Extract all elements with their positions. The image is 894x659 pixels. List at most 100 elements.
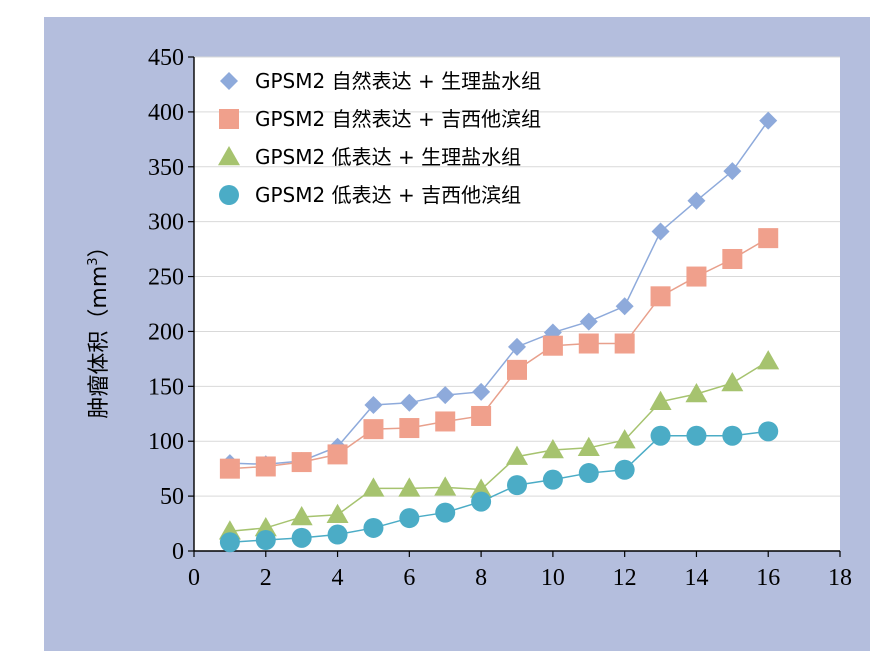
series-1-point-2 (291, 452, 312, 473)
tick-labels: 0 50 100 150 200 250 300 350 400 450 0 2 4 6 8 10 12 14 16… (148, 45, 852, 591)
series-1-point-6 (435, 411, 456, 432)
x-tick-label-8: 16 (756, 565, 780, 591)
series-3-point-6 (435, 502, 456, 523)
legend-label-3: GPSM2 低表达 + 吉西他滨组 (255, 183, 521, 207)
series-1-point-15 (758, 228, 779, 249)
x-tick-label-2: 4 (332, 565, 344, 591)
series-3-point-5 (399, 508, 420, 529)
series-1-point-4 (363, 419, 384, 440)
series-2-point-9 (541, 439, 564, 459)
series-3-point-0 (219, 532, 240, 553)
x-tick-label-4: 8 (475, 565, 487, 591)
y-tick-label-4: 200 (148, 319, 184, 345)
axes (188, 56, 841, 557)
y-tick-label-6: 300 (148, 210, 184, 236)
x-tick-label-1: 2 (260, 565, 272, 591)
legend-marker-0 (220, 72, 238, 90)
legend-label-2: GPSM2 低表达 + 生理盐水组 (255, 145, 521, 169)
series-2-point-6 (434, 476, 457, 496)
x-tick-label-3: 6 (403, 565, 415, 591)
y-tick-label-7: 350 (148, 155, 184, 181)
y-axis-unit: mm (87, 266, 112, 309)
series-1-point-3 (327, 444, 348, 465)
series-1-point-5 (399, 418, 420, 439)
x-tick-label-6: 12 (613, 565, 637, 591)
series-2-point-2 (290, 505, 313, 526)
y-tick-label-8: 400 (148, 100, 184, 126)
series-2-point-12 (649, 390, 672, 410)
chart-frame: 0 50 100 150 200 250 300 350 400 450 0 2 4 6 8 10 12 14 16… (44, 17, 870, 651)
legend-entry-3: GPSM2 低表达 + 吉西他滨组 (219, 183, 521, 207)
series-3-point-8 (507, 475, 527, 496)
series-2-point-7 (470, 478, 493, 498)
y-tick-label-2: 100 (148, 429, 184, 455)
series-0-point-13 (687, 191, 706, 210)
series-3-line (229, 430, 769, 543)
series-0-point-12 (651, 222, 670, 241)
series-0-point-10 (579, 312, 598, 331)
series-1-point-8 (507, 359, 527, 380)
legend-marker-1 (219, 109, 239, 129)
y-axis-label-text: 肿瘤体积 (87, 331, 112, 419)
series-1-point-9 (542, 335, 563, 356)
series-2-line (229, 360, 769, 532)
series-0-point-14 (723, 162, 742, 181)
y-axis-unit-close: ） (87, 235, 112, 257)
series-0-point-8 (508, 337, 526, 356)
series-1-point-11 (614, 333, 635, 354)
series-1-point-1 (255, 456, 276, 477)
series-1-point-10 (578, 333, 599, 354)
y-tick-label-1: 50 (160, 484, 184, 510)
series-3-point-12 (650, 425, 671, 446)
series-2-point-4 (362, 477, 385, 497)
series-0-point-4 (364, 395, 383, 414)
y-tick-label-0: 0 (172, 539, 184, 565)
series-0-point-15 (759, 111, 778, 130)
series-0-point-6 (436, 386, 455, 405)
y-axis-label: 肿瘤体积（mm3） (86, 235, 112, 418)
series-2-point-5 (398, 477, 421, 497)
series-3 (219, 421, 779, 553)
series-0-point-7 (472, 382, 491, 401)
series-1-point-13 (686, 266, 707, 287)
series-2-point-8 (506, 445, 528, 465)
series-2-point-11 (613, 429, 636, 449)
series-3-point-15 (758, 421, 779, 442)
legend-label-0: GPSM2 自然表达 + 生理盐水组 (255, 69, 541, 93)
tumor-volume-line-chart: 0 50 100 150 200 250 300 350 400 450 0 2 4 6 8 10 12 14 16… (86, 45, 852, 591)
x-tick-label-0: 0 (188, 565, 200, 591)
y-axis-unit-superscript: 3 (86, 257, 101, 265)
series-3-point-11 (614, 459, 635, 480)
series-3-point-1 (255, 530, 276, 551)
x-tick-label-5: 10 (541, 565, 565, 591)
series-3-point-4 (363, 517, 384, 538)
series-0-point-5 (400, 393, 419, 412)
series-2 (218, 350, 780, 540)
series-0-point-11 (615, 297, 634, 316)
series-0-line (229, 120, 769, 466)
series-2-point-1 (254, 516, 277, 537)
series-layer (218, 111, 780, 553)
y-tick-label-3: 150 (148, 374, 184, 400)
legend-marker-2 (218, 146, 240, 166)
x-tick-label-9: 18 (828, 565, 852, 591)
series-1-point-14 (722, 248, 743, 269)
series-1-point-7 (471, 405, 492, 426)
legend-entry-1: GPSM2 自然表达 + 吉西他滨组 (219, 107, 541, 131)
y-tick-label-9: 450 (148, 45, 184, 71)
legend-entry-0: GPSM2 自然表达 + 生理盐水组 (220, 69, 541, 93)
y-axis-unit-open: （ (87, 309, 112, 331)
series-2-point-10 (577, 436, 600, 457)
series-3-point-14 (722, 425, 743, 446)
x-tick-label-7: 14 (684, 565, 708, 591)
series-2-point-15 (757, 350, 780, 370)
series-3-point-7 (471, 491, 492, 512)
series-3-point-9 (542, 469, 563, 490)
series-3-point-13 (686, 425, 707, 446)
series-2-point-3 (326, 503, 349, 524)
series-1-point-0 (219, 458, 240, 479)
series-1 (219, 228, 779, 479)
y-tick-label-5: 250 (148, 265, 184, 291)
series-3-point-10 (578, 463, 599, 484)
legend: GPSM2 自然表达 + 生理盐水组 GPSM2 自然表达 + 吉西他滨组 GPSM… (218, 69, 541, 207)
